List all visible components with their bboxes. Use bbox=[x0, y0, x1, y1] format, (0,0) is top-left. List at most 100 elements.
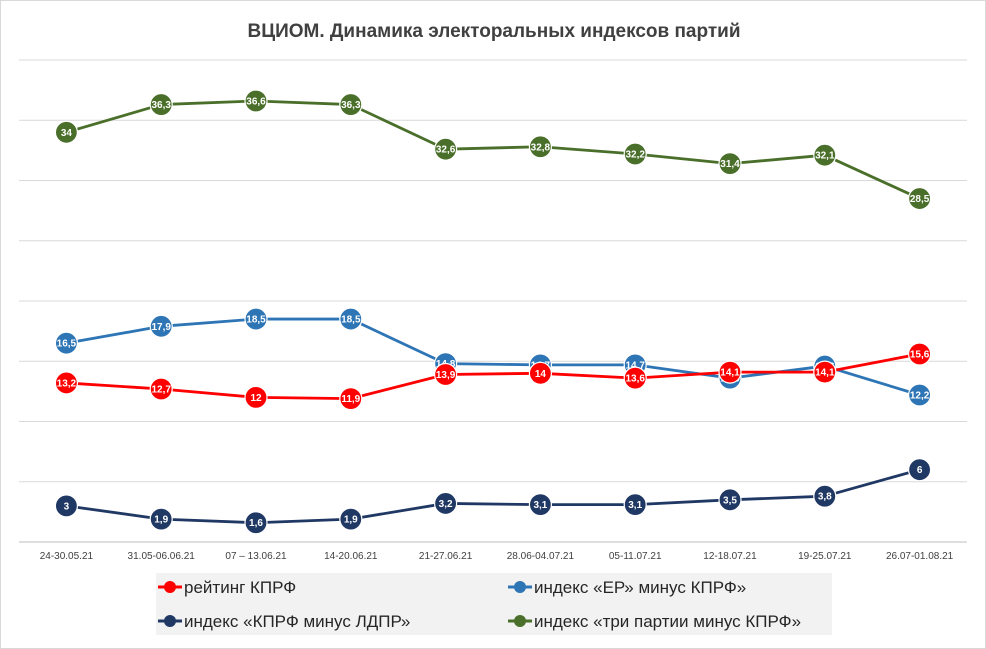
data-point bbox=[528, 493, 553, 517]
data-label: 3 bbox=[64, 501, 70, 512]
legend: рейтинг КПРФ индекс «ЕР» минус КПРФ» индек… bbox=[156, 573, 832, 635]
series-line bbox=[66, 317, 921, 397]
data-label: 18,5 bbox=[246, 315, 266, 326]
data-point bbox=[623, 142, 647, 166]
data-label: 3,1 bbox=[628, 500, 642, 511]
data-point bbox=[813, 484, 837, 508]
x-tick-label: 31.05-06.06.21 bbox=[128, 551, 196, 562]
data-point bbox=[149, 507, 173, 531]
data-point bbox=[813, 360, 837, 384]
data-point bbox=[813, 143, 837, 167]
data-point bbox=[149, 92, 173, 117]
x-tick-label: 14-20.06.21 bbox=[324, 551, 378, 562]
data-point bbox=[907, 383, 932, 407]
series-lines bbox=[66, 99, 921, 525]
data-label: 1,9 bbox=[344, 515, 358, 526]
x-tick-label: 05-11.07.21 bbox=[609, 551, 662, 562]
data-point bbox=[528, 135, 553, 159]
data-point bbox=[54, 371, 79, 395]
data-label: 36,3 bbox=[341, 100, 361, 111]
legend-marker bbox=[514, 581, 526, 593]
data-point bbox=[244, 511, 268, 535]
data-point bbox=[623, 493, 647, 517]
data-label: 3,1 bbox=[533, 500, 547, 511]
data-point bbox=[528, 361, 553, 385]
data-point bbox=[434, 137, 458, 161]
data-point bbox=[434, 362, 458, 387]
x-tick-label: 26.07-01.08.21 bbox=[886, 551, 954, 562]
data-label: 31,4 bbox=[720, 159, 740, 170]
data-label: 1,6 bbox=[249, 518, 263, 529]
legend-label: рейтинг КПРФ bbox=[184, 578, 296, 597]
legend-marker bbox=[164, 581, 176, 593]
data-label: 36,6 bbox=[246, 96, 266, 107]
data-label: 16,5 bbox=[57, 339, 77, 350]
data-point bbox=[54, 120, 79, 144]
data-label: 11,9 bbox=[341, 394, 360, 405]
data-label: 32,2 bbox=[625, 149, 645, 160]
data-point bbox=[718, 360, 742, 384]
data-point bbox=[149, 314, 173, 338]
data-label: 1,9 bbox=[154, 515, 168, 526]
data-point bbox=[339, 387, 363, 411]
data-label: 13,6 bbox=[625, 374, 645, 385]
series-line bbox=[66, 352, 920, 401]
data-point bbox=[149, 377, 173, 401]
data-point bbox=[907, 458, 932, 482]
data-label: 14,1 bbox=[720, 368, 740, 379]
legend-label: индекс «ЕР» минус КПРФ» bbox=[534, 578, 746, 597]
data-label: 13,9 bbox=[436, 370, 456, 381]
legend-marker bbox=[164, 615, 176, 627]
x-tick-label: 19-25.07.21 bbox=[798, 551, 852, 562]
data-label: 12,7 bbox=[151, 384, 171, 395]
data-point bbox=[244, 307, 268, 331]
data-label: 13,2 bbox=[57, 378, 77, 389]
data-label: 28,5 bbox=[910, 194, 930, 205]
data-label: 34 bbox=[61, 128, 73, 139]
data-point bbox=[339, 92, 363, 117]
data-label: 32,8 bbox=[531, 142, 551, 153]
data-label: 17,9 bbox=[151, 322, 171, 333]
x-tick-label: 07 – 13.06.21 bbox=[225, 551, 287, 562]
data-label: 32,1 bbox=[815, 151, 835, 162]
data-label: 3,2 bbox=[439, 499, 453, 510]
data-label: 14,1 bbox=[815, 368, 835, 379]
legend-background bbox=[156, 573, 832, 635]
data-point bbox=[244, 89, 268, 113]
x-tick-label: 12-18.07.21 bbox=[703, 551, 757, 562]
chart-title: ВЦИОМ. Динамика электоральных индексов п… bbox=[247, 21, 740, 42]
legend-label: индекс «три партии минус КПРФ» bbox=[534, 612, 801, 631]
x-tick-label: 24-30.05.21 bbox=[40, 551, 94, 562]
data-label: 12 bbox=[250, 393, 262, 404]
data-label: 18,5 bbox=[341, 315, 361, 326]
data-label: 12,2 bbox=[910, 390, 930, 401]
data-point bbox=[434, 491, 458, 516]
x-tick-label: 21-27.06.21 bbox=[419, 551, 473, 562]
data-point bbox=[907, 186, 932, 211]
data-point bbox=[244, 385, 268, 409]
data-label: 14,7 bbox=[625, 360, 645, 371]
data-point bbox=[339, 507, 363, 531]
data-label: 3,8 bbox=[818, 492, 832, 503]
data-point bbox=[339, 307, 363, 331]
legend-marker bbox=[514, 615, 526, 627]
x-axis-ticks: 24-30.05.21 31.05-06.06.21 07 – 13.06.21 14… bbox=[40, 551, 954, 562]
data-point bbox=[623, 366, 647, 390]
series-line bbox=[66, 468, 920, 525]
legend-label: индекс «КПРФ минус ЛДПР» bbox=[184, 612, 410, 631]
gridlines bbox=[19, 59, 967, 543]
data-point bbox=[718, 152, 742, 176]
data-point bbox=[718, 488, 742, 512]
x-tick-label: 28.06-04.07.21 bbox=[507, 551, 575, 562]
data-label: 3,5 bbox=[723, 495, 737, 506]
data-point bbox=[54, 494, 79, 518]
data-label: 6 bbox=[917, 465, 923, 476]
data-label: 14 bbox=[535, 369, 547, 380]
data-point bbox=[907, 342, 932, 366]
data-point bbox=[54, 331, 79, 355]
series-points: 34 36,3 36,6 36,3 32,6 32,8 32,2 31,4 32,1 28,5 3 1… bbox=[54, 89, 932, 535]
data-label: 32,6 bbox=[436, 145, 456, 156]
data-label: 15,6 bbox=[910, 350, 930, 361]
